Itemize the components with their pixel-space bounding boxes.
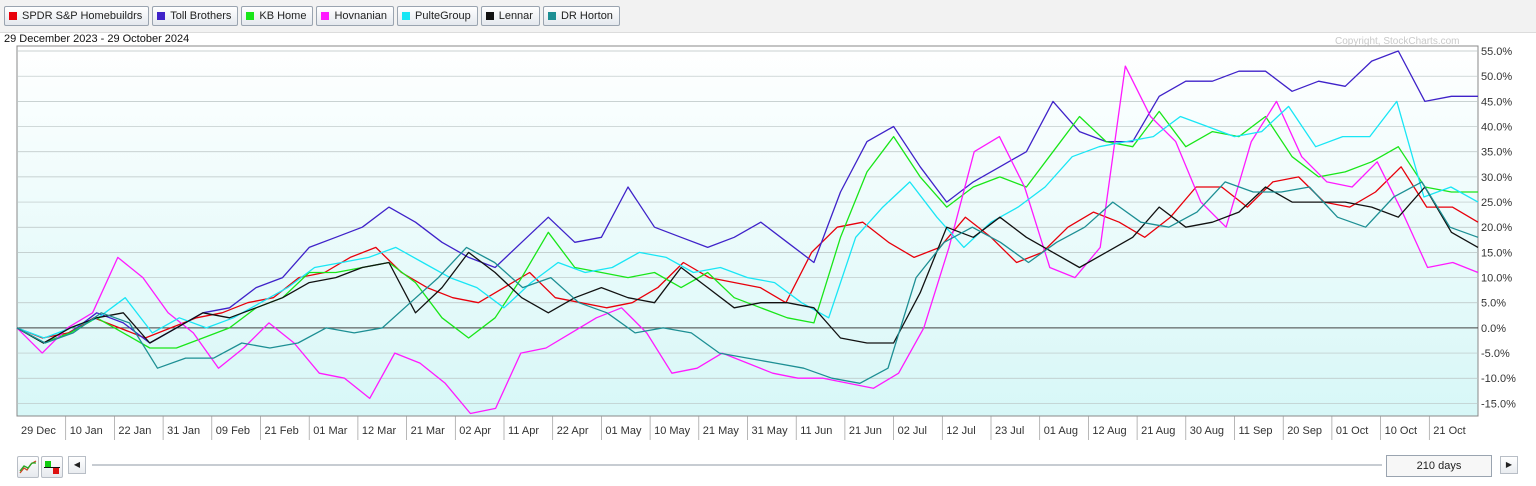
performance-bar-icon-graphic <box>44 461 60 474</box>
x-tick-label: 22 Apr <box>557 425 589 437</box>
date-range: 29 December 2023 - 29 October 2024 <box>4 33 189 45</box>
bottom-controls: ◀ 210 days ▶ <box>0 450 1536 486</box>
x-tick-label: 01 May <box>605 425 642 437</box>
y-tick-label: 0.0% <box>1481 323 1506 335</box>
y-tick-label: 5.0% <box>1481 298 1506 310</box>
x-tick-label: 01 Oct <box>1336 425 1368 437</box>
x-tick-label: 10 May <box>654 425 691 437</box>
legend-label: SPDR S&P Homebuildrs <box>22 10 143 22</box>
x-tick-label: 23 Jul <box>995 425 1024 437</box>
y-tick-label: 10.0% <box>1481 273 1512 285</box>
y-tick-label: 30.0% <box>1481 172 1512 184</box>
x-tick-label: 20 Sep <box>1287 425 1322 437</box>
legend-swatch <box>547 12 556 20</box>
legend: SPDR S&P Homebuildrs Toll Brothers KB Home… <box>4 6 620 28</box>
legend-swatch <box>246 12 255 20</box>
x-tick-label: 11 Apr <box>508 425 539 437</box>
plot-background <box>16 45 1479 417</box>
x-tick-label: 21 May <box>703 425 740 437</box>
x-tick-label: 30 Aug <box>1190 425 1224 437</box>
y-tick-label: 45.0% <box>1481 96 1512 108</box>
copyright: Copyright, StockCharts.com <box>1335 36 1460 47</box>
x-tick-label: 21 Oct <box>1433 425 1465 437</box>
scroll-right-button[interactable]: ▶ <box>1500 456 1518 474</box>
series-line-dr-horton <box>16 181 1479 384</box>
y-tick-label: -15.0% <box>1481 398 1516 410</box>
y-tick-label: 35.0% <box>1481 147 1512 159</box>
x-tick-label: 22 Jan <box>118 425 151 437</box>
x-tick-label: 12 Mar <box>362 425 397 437</box>
legend-swatch <box>157 12 166 20</box>
range-days-box[interactable]: 210 days <box>1386 455 1492 477</box>
y-axis-labels: 55.0% 50.0% 45.0% 40.0% 35.0% 30.0% 25.0% 20.0%… <box>1481 46 1516 410</box>
series-line-pultegroup <box>16 100 1479 339</box>
y-tick-label: 25.0% <box>1481 197 1512 209</box>
performance-bar-icon[interactable] <box>41 456 63 478</box>
x-tick-label: 02 Apr <box>459 425 491 437</box>
grid <box>17 50 1478 404</box>
x-tick-label: 10 Oct <box>1385 425 1417 437</box>
x-axis-labels: 29 Dec 10 Jan 22 Jan 31 Jan 09 Feb 21 Feb 01 M… <box>21 416 1466 440</box>
x-tick-label: 12 Jul <box>946 425 975 437</box>
series-line-hovnanian <box>16 65 1479 415</box>
series-line-toll-brothers <box>16 50 1478 344</box>
line-chart-icon[interactable] <box>17 456 39 478</box>
y-tick-label: 15.0% <box>1481 247 1512 259</box>
legend-label: Hovnanian <box>334 10 388 22</box>
legend-swatch <box>485 12 494 20</box>
x-tick-label: 31 May <box>752 425 789 437</box>
x-tick-label: 02 Jul <box>898 425 927 437</box>
legend-swatch <box>321 12 330 20</box>
legend-swatch <box>402 12 411 20</box>
x-tick-label: 31 Jan <box>167 425 200 437</box>
legend-item-spdr-s-p-homebuildrs[interactable]: SPDR S&P Homebuildrs <box>4 6 150 26</box>
series-line-lennar <box>16 186 1479 344</box>
range-slider-track[interactable] <box>92 464 1382 466</box>
x-tick-label: 01 Aug <box>1044 425 1078 437</box>
legend-label: KB Home <box>259 10 307 22</box>
x-tick-label: 09 Feb <box>216 425 250 437</box>
y-tick-label: 40.0% <box>1481 122 1512 134</box>
legend-swatch <box>9 12 17 20</box>
legend-label: PulteGroup <box>415 10 471 22</box>
y-tick-label: -5.0% <box>1481 348 1510 360</box>
line-chart-icon-graphic <box>19 460 37 474</box>
legend-item-hovnanian[interactable]: Hovnanian <box>316 6 395 26</box>
legend-item-toll-brothers[interactable]: Toll Brothers <box>152 6 239 26</box>
y-tick-label: 55.0% <box>1481 46 1512 58</box>
x-tick-label: 21 Aug <box>1141 425 1175 437</box>
scroll-left-button[interactable]: ◀ <box>68 456 86 474</box>
legend-item-kb-home[interactable]: KB Home <box>241 6 314 26</box>
y-tick-label: 20.0% <box>1481 222 1512 234</box>
y-tick-label: 50.0% <box>1481 71 1512 83</box>
x-tick-label: 11 Sep <box>1239 425 1273 437</box>
chart-area: 55.0% 50.0% 45.0% 40.0% 35.0% 30.0% 25.0% 20.0%… <box>4 33 1516 440</box>
legend-item-lennar[interactable]: Lennar <box>480 6 540 26</box>
legend-item-pultegroup[interactable]: PulteGroup <box>397 6 478 26</box>
x-tick-label: 01 Mar <box>313 425 348 437</box>
y-tick-label: -10.0% <box>1481 373 1516 385</box>
legend-label: DR Horton <box>560 10 613 22</box>
x-tick-label: 21 Mar <box>411 425 446 437</box>
legend-label: Lennar <box>498 10 533 22</box>
legend-item-dr-horton[interactable]: DR Horton <box>542 6 620 26</box>
x-tick-label: 29 Dec <box>21 425 56 437</box>
series-lines <box>16 50 1479 415</box>
x-tick-label: 12 Aug <box>1092 425 1126 437</box>
legend-label: Toll Brothers <box>170 10 232 22</box>
x-tick-label: 10 Jan <box>70 425 103 437</box>
x-tick-label: 21 Feb <box>265 425 299 437</box>
x-tick-label: 21 Jun <box>849 425 882 437</box>
x-tick-label: 11 Jun <box>800 425 832 437</box>
